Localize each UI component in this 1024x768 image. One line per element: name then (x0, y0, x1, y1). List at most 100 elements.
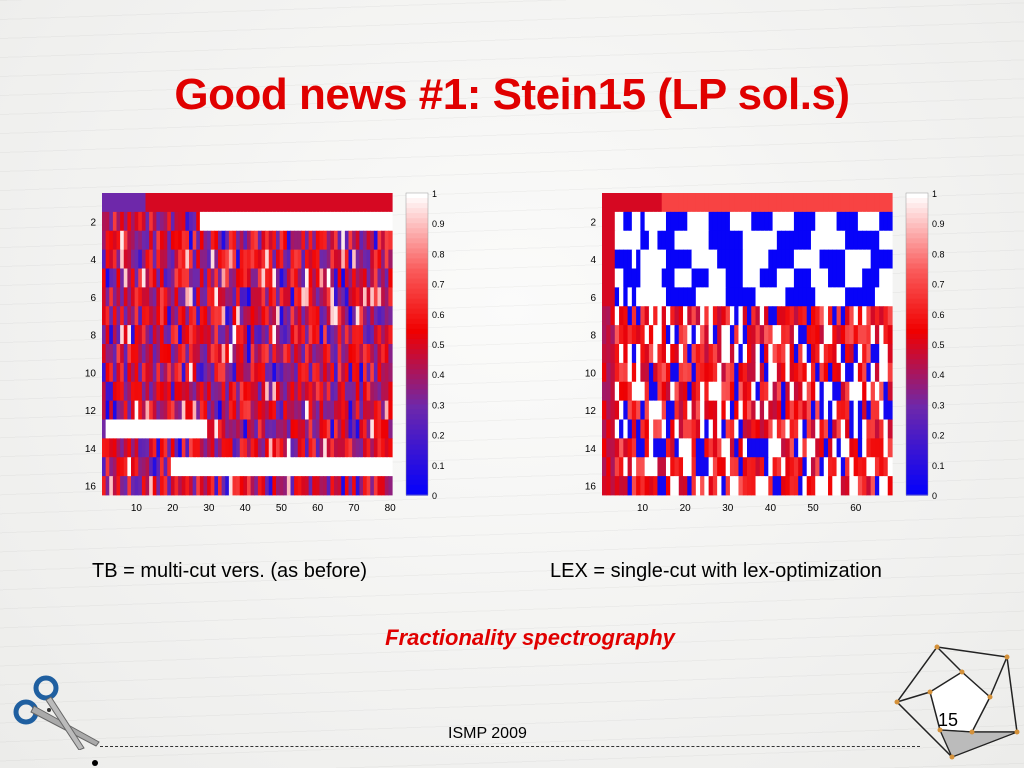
heatmap-cell (257, 457, 263, 477)
heatmap-cell (363, 249, 368, 269)
heatmap-cell (695, 400, 701, 420)
heatmap-cell (174, 400, 179, 420)
heatmap-cell (879, 344, 885, 364)
heatmap-cell (185, 476, 190, 496)
colorbar-band (406, 283, 428, 290)
heatmap-cell (283, 211, 288, 232)
heatmap-cell (279, 325, 284, 345)
heatmap-cell (116, 362, 121, 383)
heatmap-cell (832, 193, 838, 213)
heatmap-cell (170, 400, 176, 420)
heatmap-cell (806, 306, 812, 326)
heatmap-cell (815, 476, 821, 496)
heatmap-cell (141, 249, 147, 269)
heatmap-cell (131, 287, 136, 307)
heatmap-cell (853, 381, 859, 402)
heatmap-cell (268, 325, 273, 345)
colorbar-band (406, 439, 428, 446)
heatmap-cell (279, 438, 284, 458)
heatmap-cell (127, 268, 132, 288)
heatmap-cell (323, 306, 328, 326)
heatmap-cell (120, 344, 125, 364)
heatmap-cell (853, 438, 859, 458)
heatmap-cell (272, 325, 277, 345)
heatmap-cell (747, 344, 752, 364)
heatmap-cell (250, 344, 255, 364)
heatmap-cell (751, 230, 757, 251)
heatmap-cell (243, 287, 248, 307)
heatmap-cell (120, 249, 125, 269)
heatmap-cell (845, 306, 850, 326)
heatmap-cell (363, 457, 368, 477)
heatmap-cell (341, 325, 346, 345)
heatmap-cell (627, 476, 633, 496)
heatmap-cell (619, 362, 624, 383)
heatmap-cell (857, 400, 863, 420)
heatmap-cell (192, 325, 197, 345)
heatmap-cell (330, 476, 335, 496)
heatmap-cell (334, 249, 339, 269)
heatmap-cell (247, 230, 252, 251)
heatmap-cell (189, 211, 194, 232)
heatmap-cell (802, 419, 808, 439)
heatmap-cell (687, 344, 693, 364)
heatmap-cell (772, 193, 778, 213)
heatmap-cell (874, 211, 880, 232)
heatmap-cell (648, 249, 654, 269)
heatmap-cell (874, 419, 880, 439)
heatmap-cell (606, 457, 612, 477)
heatmap-cell (344, 249, 350, 269)
heatmap-cell (290, 193, 295, 213)
heatmap-cell (717, 249, 723, 269)
heatmap-cell (210, 193, 215, 213)
heatmap-cell (683, 211, 688, 232)
heatmap-cell (272, 476, 277, 496)
heatmap-cell (785, 193, 791, 213)
heatmap-cell (776, 438, 782, 458)
heatmap-cell (145, 325, 150, 345)
heatmap-cell (131, 230, 136, 251)
colorbar-band (906, 444, 928, 451)
heatmap-cell (250, 400, 255, 420)
heatmap-cell (348, 419, 353, 439)
heatmap-cell (257, 306, 263, 326)
heatmap-cell (815, 287, 821, 307)
heatmap-cell (181, 476, 186, 496)
heatmap-cell (236, 400, 241, 420)
heatmap-cell (700, 268, 705, 288)
heatmap-cell (742, 344, 748, 364)
heatmap-cell (312, 457, 317, 477)
heatmap-cell (648, 230, 654, 251)
heatmap-cell (815, 325, 821, 345)
heatmap-cell (619, 344, 624, 364)
heatmap-cell (623, 344, 629, 364)
heatmap-cell (323, 249, 328, 269)
heatmap-cell (105, 193, 110, 213)
heatmap-cell (334, 362, 339, 383)
heatmap-cell (228, 476, 234, 496)
heatmap-cell (127, 249, 132, 269)
heatmap-cell (755, 419, 761, 439)
heatmap-cell (665, 230, 671, 251)
heatmap-cell (123, 268, 128, 288)
heatmap-cell (704, 400, 710, 420)
x-tick-label: 30 (722, 503, 734, 514)
heatmap-cell (772, 381, 778, 402)
heatmap-cell (326, 344, 331, 364)
heatmap-cell (700, 438, 705, 458)
heatmap-cell (196, 381, 201, 402)
heatmap-cell (742, 325, 748, 345)
heatmap-cell (337, 419, 342, 439)
heatmap-cell (203, 419, 208, 439)
heatmap-cell (203, 362, 208, 383)
heatmap-cell (759, 419, 765, 439)
heatmap-cell (341, 193, 346, 213)
heatmap-cell (874, 344, 880, 364)
heatmap-cell (751, 249, 757, 269)
heatmap-cell (308, 419, 313, 439)
heatmap-cell (717, 476, 723, 496)
heatmap-cell (704, 249, 710, 269)
heatmap-cell (239, 230, 244, 251)
heatmap-cell (283, 476, 288, 496)
heatmap-cell (359, 193, 364, 213)
